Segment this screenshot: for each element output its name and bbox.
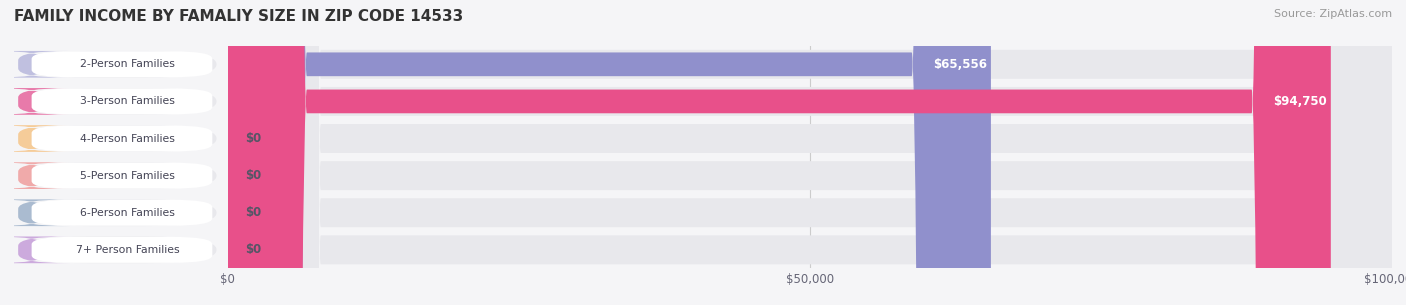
Text: $94,750: $94,750	[1274, 95, 1327, 108]
FancyBboxPatch shape	[0, 236, 70, 263]
Text: 5-Person Families: 5-Person Families	[80, 170, 176, 181]
Text: 2-Person Families: 2-Person Families	[80, 59, 176, 69]
FancyBboxPatch shape	[0, 125, 70, 152]
Text: 6-Person Families: 6-Person Families	[80, 208, 176, 218]
FancyBboxPatch shape	[18, 88, 217, 115]
FancyBboxPatch shape	[18, 162, 217, 189]
Text: $0: $0	[245, 206, 262, 219]
FancyBboxPatch shape	[228, 0, 1392, 305]
Text: 3-Person Families: 3-Person Families	[80, 96, 176, 106]
FancyBboxPatch shape	[18, 51, 217, 78]
FancyBboxPatch shape	[31, 200, 212, 226]
Text: Source: ZipAtlas.com: Source: ZipAtlas.com	[1274, 9, 1392, 19]
FancyBboxPatch shape	[228, 0, 1331, 305]
FancyBboxPatch shape	[31, 237, 212, 263]
FancyBboxPatch shape	[18, 125, 217, 152]
FancyBboxPatch shape	[0, 51, 70, 78]
Text: $0: $0	[245, 243, 262, 256]
Text: $0: $0	[245, 132, 262, 145]
FancyBboxPatch shape	[18, 199, 217, 226]
FancyBboxPatch shape	[31, 163, 212, 188]
FancyBboxPatch shape	[31, 88, 212, 114]
Text: 7+ Person Families: 7+ Person Families	[76, 245, 180, 255]
Text: $65,556: $65,556	[934, 58, 987, 71]
FancyBboxPatch shape	[0, 199, 70, 226]
Text: FAMILY INCOME BY FAMALIY SIZE IN ZIP CODE 14533: FAMILY INCOME BY FAMALIY SIZE IN ZIP COD…	[14, 9, 464, 24]
FancyBboxPatch shape	[31, 51, 212, 77]
FancyBboxPatch shape	[228, 0, 1392, 305]
Text: 4-Person Families: 4-Person Families	[80, 134, 176, 144]
FancyBboxPatch shape	[228, 0, 1392, 305]
Text: $0: $0	[245, 169, 262, 182]
FancyBboxPatch shape	[31, 126, 212, 152]
FancyBboxPatch shape	[228, 0, 1392, 305]
FancyBboxPatch shape	[228, 0, 991, 305]
FancyBboxPatch shape	[228, 0, 1392, 305]
FancyBboxPatch shape	[0, 162, 70, 189]
FancyBboxPatch shape	[18, 236, 217, 263]
FancyBboxPatch shape	[0, 88, 70, 115]
FancyBboxPatch shape	[228, 0, 1392, 305]
